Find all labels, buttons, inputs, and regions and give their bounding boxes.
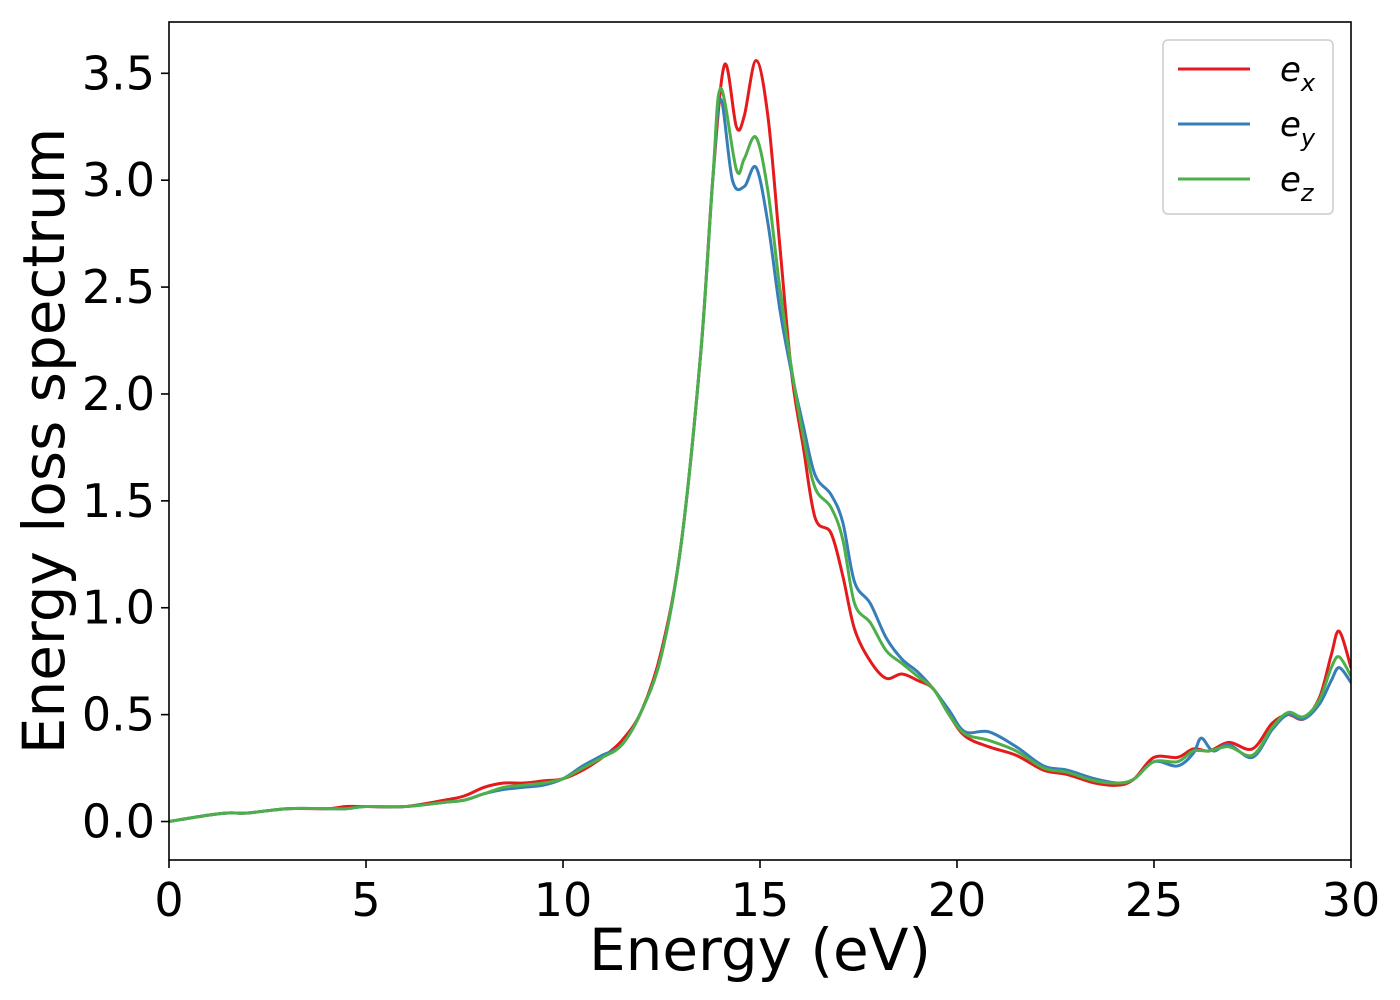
series-line-z (169, 86, 1351, 824)
y-tick-label: 0.0 (82, 795, 155, 849)
y-tick-label: 2.0 (82, 367, 155, 421)
x-axis: 0 5 10 15 20 25 30 (154, 860, 1380, 927)
y-tick-label: 1.0 (82, 581, 155, 635)
series-layer (169, 58, 1351, 824)
x-axis-title: Energy (eV) (589, 916, 931, 984)
x-tick-label: 15 (731, 873, 790, 927)
x-tick-label: 0 (154, 873, 183, 927)
x-tick-label: 5 (351, 873, 380, 927)
y-tick-label: 2.5 (82, 260, 155, 314)
x-tick-label: 20 (928, 873, 987, 927)
y-tick-label: 3.0 (82, 153, 155, 207)
x-tick-label: 10 (534, 873, 593, 927)
x-tick-label: 30 (1322, 873, 1381, 927)
y-tick-label: 0.5 (82, 688, 155, 742)
legend-frame (1162, 39, 1334, 215)
legend-label-z: ez (1280, 160, 1315, 207)
y-tick-label: 1.5 (82, 474, 155, 528)
y-tick-label: 3.5 (82, 46, 155, 100)
x-tick-label: 25 (1125, 873, 1184, 927)
y-axis: 0.0 0.5 1.0 1.5 2.0 2.5 3.0 3.5 (82, 46, 169, 849)
y-axis-title: Energy loss spectrum (10, 128, 78, 754)
